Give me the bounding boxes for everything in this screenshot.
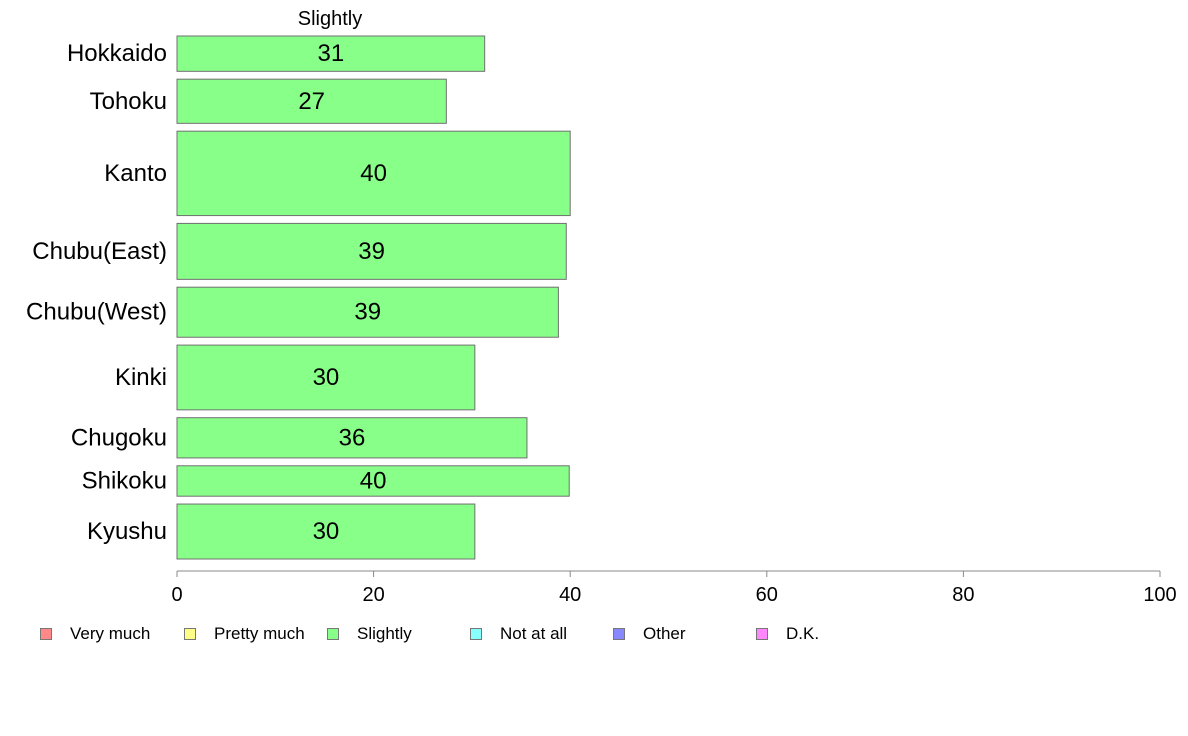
category-label: Kanto	[104, 160, 167, 187]
legend-swatch	[327, 628, 339, 640]
bar	[176, 130, 571, 217]
x-tick-label: 0	[171, 584, 182, 606]
category-label: Hokkaido	[67, 40, 167, 67]
bar	[176, 222, 567, 280]
category-label: Tohoku	[90, 88, 167, 115]
legend-swatch	[613, 628, 625, 640]
legend-swatch	[184, 628, 196, 640]
category-label: Kyushu	[87, 518, 167, 545]
bar	[176, 286, 559, 338]
series-title: Slightly	[298, 8, 362, 30]
category-label: Chugoku	[71, 424, 167, 451]
legend-label: Very much	[70, 624, 151, 643]
data-label: 40	[360, 467, 387, 494]
legend-swatch	[756, 628, 768, 640]
data-label: 31	[317, 40, 344, 67]
category-label: Chubu(East)	[32, 238, 167, 265]
legend: Very much Pretty much Slightly Not at all Ot…	[0, 620, 1188, 648]
bar	[176, 78, 447, 124]
data-label: 27	[298, 88, 325, 115]
x-tick-label: 100	[1143, 584, 1176, 606]
legend-item: Very much	[40, 620, 150, 648]
data-label: 30	[313, 364, 340, 391]
data-label: 39	[358, 238, 385, 265]
legend-swatch	[40, 628, 52, 640]
legend-item: Not at all	[470, 620, 567, 648]
legend-label: Other	[643, 624, 686, 643]
legend-item: D.K.	[756, 620, 819, 648]
category-label: Kinki	[115, 364, 167, 391]
bar	[176, 417, 528, 459]
data-label: 36	[339, 424, 366, 451]
bar	[176, 35, 486, 72]
legend-item: Other	[613, 620, 686, 648]
data-label: 40	[360, 160, 387, 187]
legend-label: Pretty much	[214, 624, 305, 643]
data-label: 30	[313, 518, 340, 545]
category-label: Chubu(West)	[26, 299, 167, 326]
category-label: Shikoku	[82, 467, 167, 494]
legend-label: Slightly	[357, 624, 412, 643]
legend-item: Pretty much	[184, 620, 305, 648]
legend-item: Slightly	[327, 620, 412, 648]
bar	[176, 344, 476, 411]
legend-label: Not at all	[500, 624, 568, 643]
bar	[176, 503, 476, 560]
bars-layer: Hokkaido 31 Tohoku 27 Kanto 40 Chubu(East) 39 Ch…	[26, 35, 571, 560]
x-axis: 0 20 40 60 80 100	[171, 570, 1177, 606]
x-tick-label: 60	[756, 584, 778, 606]
legend-label: D.K.	[786, 624, 820, 643]
data-label: 39	[354, 299, 381, 326]
legend-swatch	[470, 628, 482, 640]
x-tick-label: 80	[952, 584, 974, 606]
x-tick-label: 20	[362, 584, 384, 606]
bar	[176, 465, 570, 497]
x-tick-label: 40	[559, 584, 581, 606]
